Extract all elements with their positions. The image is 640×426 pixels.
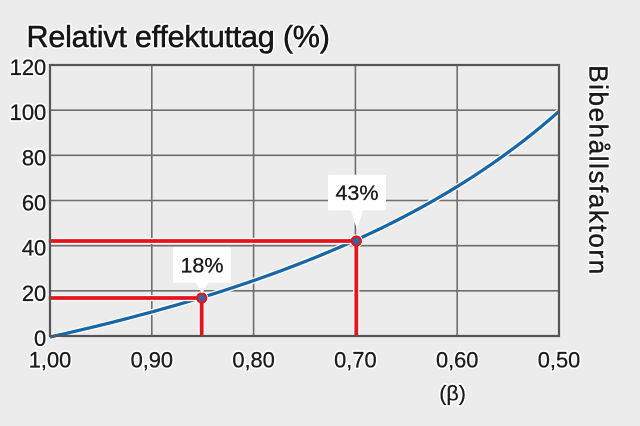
svg-text:0,80: 0,80 <box>232 348 274 373</box>
svg-text:100: 100 <box>10 100 47 125</box>
svg-text:0,60: 0,60 <box>436 348 478 373</box>
svg-text:(β): (β) <box>439 382 466 406</box>
svg-text:80: 80 <box>22 145 46 170</box>
svg-text:43%: 43% <box>335 181 378 205</box>
svg-text:0,50: 0,50 <box>538 348 580 373</box>
svg-text:20: 20 <box>22 281 46 306</box>
svg-text:120: 120 <box>10 55 47 80</box>
svg-text:1,00: 1,00 <box>29 348 71 373</box>
svg-text:0,50: 0,50 <box>538 348 580 373</box>
svg-text:120: 120 <box>10 55 47 80</box>
svg-text:Bibehållsfaktorn: Bibehållsfaktorn <box>584 65 614 276</box>
svg-text:Relativt effektuttag (%): Relativt effektuttag (%) <box>27 20 330 54</box>
svg-text:Relativt effektuttag (%): Relativt effektuttag (%) <box>27 20 330 54</box>
svg-text:40: 40 <box>22 236 46 261</box>
svg-text:20: 20 <box>22 281 46 306</box>
svg-text:18%: 18% <box>180 254 223 278</box>
svg-text:18%: 18% <box>180 254 223 278</box>
svg-text:0,60: 0,60 <box>436 348 478 373</box>
svg-text:0,80: 0,80 <box>232 348 274 373</box>
svg-text:40: 40 <box>22 236 46 261</box>
svg-text:0: 0 <box>34 326 46 351</box>
svg-text:Bibehållsfaktorn: Bibehållsfaktorn <box>584 65 614 276</box>
svg-text:43%: 43% <box>335 181 378 205</box>
svg-text:60: 60 <box>22 191 46 216</box>
svg-text:0,90: 0,90 <box>131 348 173 373</box>
svg-text:60: 60 <box>22 191 46 216</box>
svg-text:1,00: 1,00 <box>29 348 71 373</box>
svg-text:100: 100 <box>10 100 47 125</box>
svg-text:0: 0 <box>34 326 46 351</box>
svg-text:80: 80 <box>22 145 46 170</box>
svg-text:0,70: 0,70 <box>334 348 376 373</box>
svg-text:(β): (β) <box>439 382 466 406</box>
svg-text:0,90: 0,90 <box>131 348 173 373</box>
svg-text:0,70: 0,70 <box>334 348 376 373</box>
